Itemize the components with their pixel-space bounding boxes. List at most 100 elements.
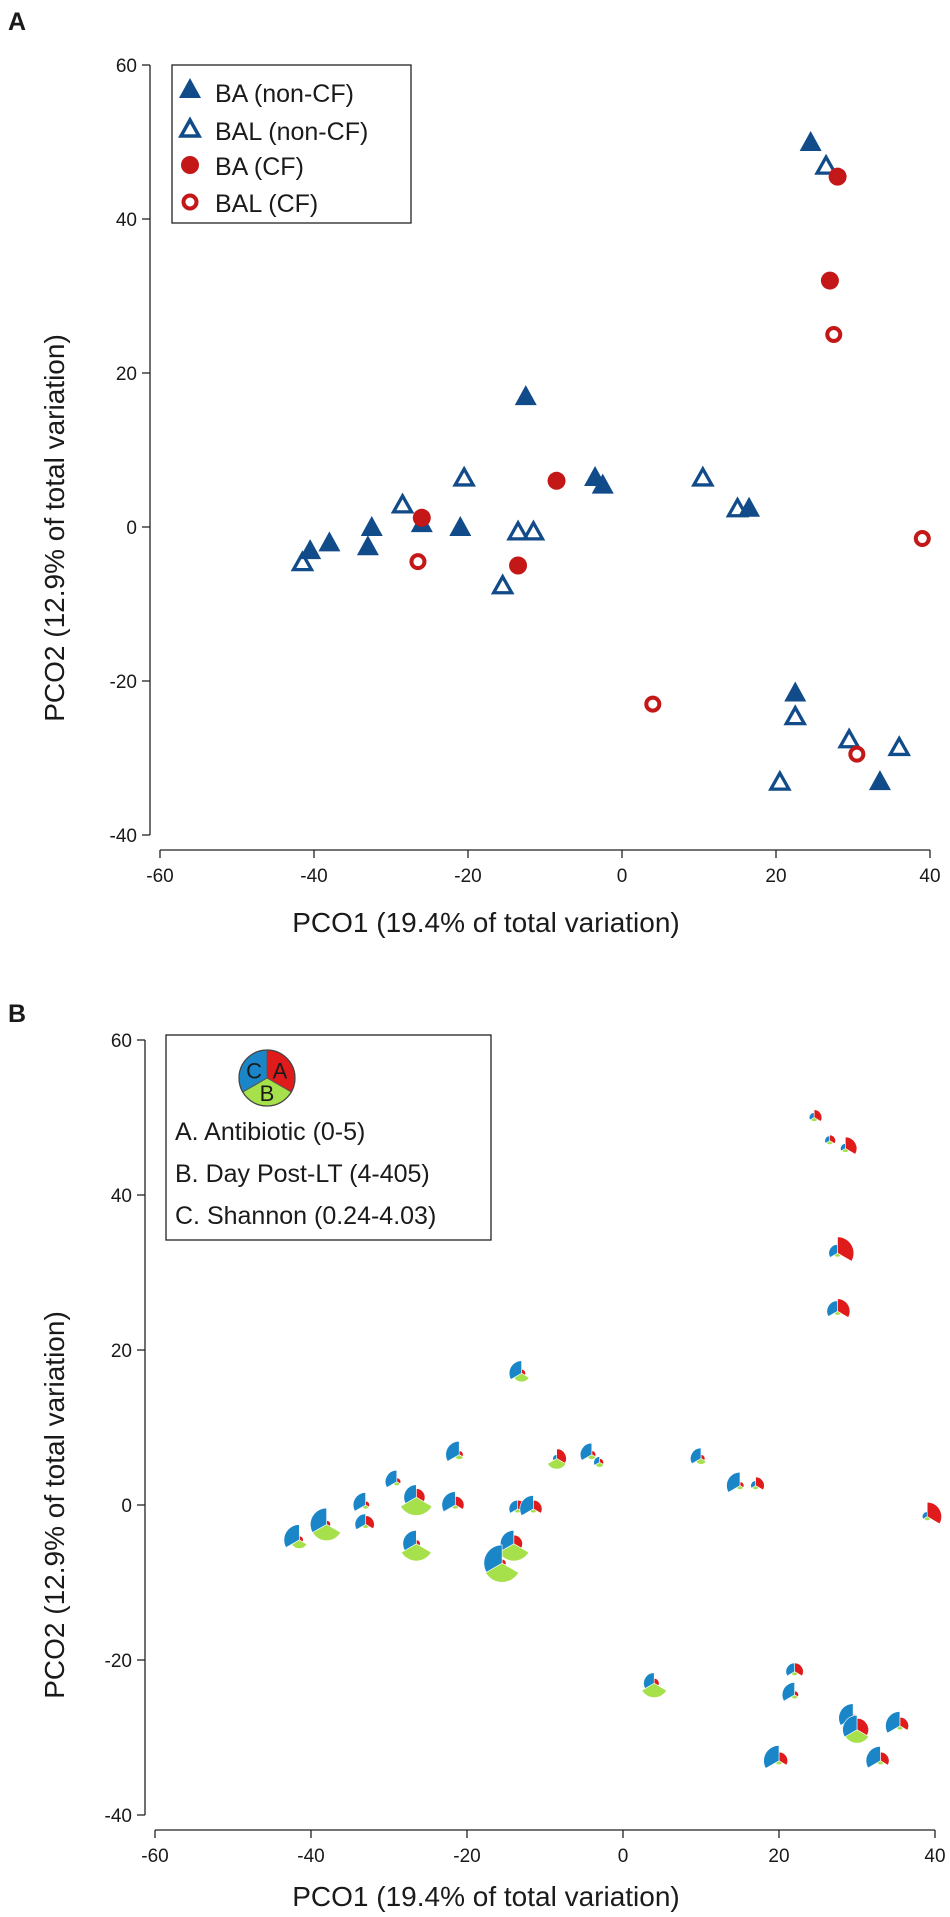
data-point-triangle-filled xyxy=(360,516,383,536)
panel-b-label: B xyxy=(8,1000,26,1028)
pie-wedge-shannon xyxy=(824,1135,830,1144)
data-point-triangle-filled xyxy=(356,535,379,556)
data-point-triangle-open xyxy=(814,153,838,175)
y-tick-label: -20 xyxy=(110,672,137,693)
pie-wedge-shannon xyxy=(552,1454,557,1461)
panel-b: B -60 -40 -20 0 20 40 -40 -20 0 20 40 60 PCO1 (19.4… xyxy=(8,1000,946,1912)
pie-wedge-shannon xyxy=(402,1529,417,1551)
data-point-triangle-filled xyxy=(299,539,322,560)
pie-wedge-day-post-lt xyxy=(400,1496,433,1516)
pie-wedge-shannon xyxy=(785,1662,795,1677)
pie-marker xyxy=(445,1440,464,1462)
pie-wedge-shannon xyxy=(579,1442,593,1461)
data-point-triangle-open xyxy=(506,519,530,541)
panel-a-legend: BA (non-CF) BAL (non-CF) BA (CF) BAL (CF… xyxy=(171,64,412,224)
legend-triangle-open-icon xyxy=(178,116,202,138)
legend-key-label: C xyxy=(246,1059,262,1084)
legend-item-shannon: C. Shannon (0.24-4.03) xyxy=(175,1202,436,1230)
panel-a-legend-box xyxy=(171,64,412,224)
pie-wedge-day-post-lt xyxy=(547,1458,567,1470)
pie-wedge-shannon xyxy=(885,1711,901,1734)
pie-wedge-shannon xyxy=(726,1471,741,1493)
pie-wedge-shannon xyxy=(865,1746,881,1769)
data-point-triangle-open xyxy=(725,496,750,518)
pie-wedge-day-post-lt xyxy=(485,1562,520,1583)
pie-marker xyxy=(885,1711,909,1734)
pie-wedge-shannon xyxy=(352,1492,366,1512)
data-point-circle-open xyxy=(825,326,843,343)
data-point-triangle-filled xyxy=(591,473,614,494)
x-tick-label: -40 xyxy=(300,866,327,887)
legend-key-label: B xyxy=(260,1081,275,1106)
data-point-circle-open xyxy=(913,530,931,548)
x-tick-label: 0 xyxy=(618,1846,629,1867)
panel-b-axes: -60 -40 -20 0 20 40 -40 -20 0 20 40 60 xyxy=(105,1031,946,1867)
pie-marker xyxy=(690,1447,707,1465)
x-tick-label: -60 xyxy=(141,1846,168,1867)
panel-b-xlabel: PCO1 (19.4% of total variation) xyxy=(292,1881,680,1912)
pie-marker xyxy=(483,1544,520,1583)
panel-a-ylabel: PCO2 (12.9% of total variation) xyxy=(39,334,70,722)
y-tick-label: -40 xyxy=(110,826,137,847)
data-point-triangle-filled xyxy=(784,681,807,702)
x-tick-label: 20 xyxy=(765,866,786,887)
pie-marker xyxy=(310,1507,342,1541)
y-tick-label: 40 xyxy=(116,210,137,231)
pie-wedge-shannon xyxy=(826,1300,838,1317)
x-tick-label: -60 xyxy=(146,866,173,887)
data-point-triangle-open xyxy=(887,735,912,757)
pie-wedge-shannon xyxy=(445,1440,460,1462)
y-tick-label: 40 xyxy=(111,1186,132,1207)
pie-marker xyxy=(750,1476,765,1491)
legend-item-ba-cf: BA (CF) xyxy=(215,153,304,181)
y-tick-label: 0 xyxy=(121,1496,132,1517)
pie-wedge-shannon xyxy=(808,1112,815,1121)
y-tick-label: -20 xyxy=(105,1651,132,1672)
pie-wedge-day-post-lt xyxy=(312,1524,342,1541)
pie-wedge-day-post-lt xyxy=(400,1543,432,1562)
data-point-triangle-filled xyxy=(514,385,537,406)
pie-marker xyxy=(400,1484,433,1516)
pie-wedge-shannon xyxy=(283,1524,300,1548)
pie-wedge-shannon xyxy=(441,1491,456,1513)
pie-marker xyxy=(547,1448,567,1470)
x-tick-label: 40 xyxy=(924,1846,945,1867)
legend-key-label: A xyxy=(273,1059,288,1084)
y-tick-label: 20 xyxy=(116,364,137,385)
pie-marker xyxy=(726,1471,745,1493)
pie-wedge-shannon xyxy=(310,1507,327,1533)
pie-marker xyxy=(519,1495,543,1517)
pie-wedge-shannon xyxy=(508,1360,522,1380)
panel-a-label: A xyxy=(8,8,26,36)
pie-marker xyxy=(498,1529,530,1562)
pie-marker xyxy=(824,1134,836,1145)
data-point-triangle-open xyxy=(490,573,515,595)
data-point-circle-filled xyxy=(828,167,847,186)
data-point-triangle-open xyxy=(837,727,861,749)
y-tick-label: -40 xyxy=(105,1806,132,1827)
pie-wedge-shannon xyxy=(922,1511,928,1520)
panel-a: A -60 -40 -20 0 20 40 -40 -20 0 20 40 60 PCO1 (19.4… xyxy=(8,8,941,938)
pie-wedge-shannon xyxy=(483,1544,503,1573)
data-point-circle-open xyxy=(848,745,866,763)
y-tick-label: 20 xyxy=(111,1341,132,1362)
panel-b-legend: ABC A. Antibiotic (0-5) B. Day Post-LT (… xyxy=(165,1034,492,1241)
pie-marker xyxy=(785,1662,804,1677)
pie-wedge-shannon xyxy=(690,1447,702,1465)
panel-b-ylabel: PCO2 (12.9% of total variation) xyxy=(39,1311,70,1699)
pie-marker xyxy=(593,1456,605,1468)
pie-wedge-shannon xyxy=(842,1715,858,1738)
data-point-circle-filled xyxy=(412,508,431,527)
data-point-circle-filled xyxy=(547,471,566,490)
legend-item-day-post-lt: B. Day Post-LT (4-405) xyxy=(175,1160,430,1188)
data-point-triangle-filled xyxy=(799,131,822,151)
pie-wedge-shannon xyxy=(403,1484,417,1504)
x-tick-label: -20 xyxy=(453,1846,480,1867)
legend-item-antibiotic: A. Antibiotic (0-5) xyxy=(175,1118,365,1146)
pie-wedge-shannon xyxy=(508,1499,518,1514)
pie-wedge-shannon xyxy=(828,1244,838,1258)
pie-marker xyxy=(508,1360,530,1383)
pie-marker xyxy=(781,1682,799,1702)
x-tick-label: 20 xyxy=(768,1846,789,1867)
